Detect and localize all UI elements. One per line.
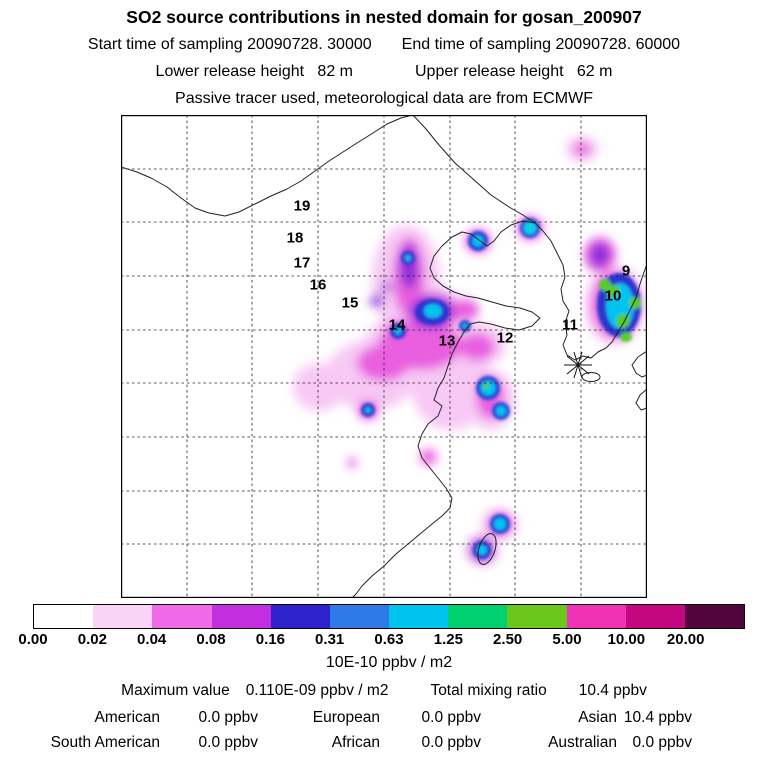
colorbar-segment xyxy=(684,605,745,628)
colorbar-tick-label: 0.02 xyxy=(77,631,107,648)
max-value: 0.110E-09 ppbv / m2 xyxy=(245,682,389,699)
colorbar-tick-label: 0.31 xyxy=(315,631,345,648)
colorbar-segment xyxy=(329,605,390,628)
colorbar-tick-label: 0.63 xyxy=(374,631,404,648)
stats-summary-line: Maximum value 0.110E-09 ppbv / m2 Total … xyxy=(0,681,768,701)
colorbar-segment xyxy=(566,605,626,628)
map-region-label: 18 xyxy=(286,229,304,247)
colorbar-segment xyxy=(448,605,508,628)
colorbar-tick-label: 0.04 xyxy=(137,631,167,648)
colorbar-ticks: 0.00 0.02 0.04 0.08 0.16 0.31 0.63 1.25 2.50 5.00… xyxy=(18,631,745,649)
start-time-text: Start time of sampling 20090728. 30000 xyxy=(87,36,372,53)
map-region-label: 17 xyxy=(293,254,311,272)
coastlines xyxy=(121,115,647,598)
tracer-note-text: Passive tracer used, meteorological data… xyxy=(175,90,593,107)
map-region-label: 11 xyxy=(562,316,578,334)
total-mixing-label: Total mixing ratio xyxy=(430,682,547,699)
concentration-blobs xyxy=(361,218,641,559)
colorbar xyxy=(33,604,745,629)
grid-lines xyxy=(121,115,647,598)
colorbar-segment xyxy=(93,605,153,628)
release-height-line: Lower release height 82 m Upper release … xyxy=(0,62,768,82)
region-name: Asian xyxy=(578,709,617,726)
map-region-label: 16 xyxy=(309,276,327,294)
map-region-label: 12 xyxy=(496,329,514,347)
colorbar-tick-label: 1.25 xyxy=(433,631,463,648)
colorbar-segment xyxy=(34,605,94,628)
end-time-text: End time of sampling 20090728. 60000 xyxy=(401,36,681,53)
map-region-label: 13 xyxy=(438,332,456,350)
tracer-note-line: Passive tracer used, meteorological data… xyxy=(0,89,768,109)
colorbar-area: 0.00 0.02 0.04 0.08 0.16 0.31 0.63 1.25 2.50 5.00… xyxy=(18,604,745,672)
region-value: 0.0 ppbv xyxy=(632,734,692,751)
max-value-label: Maximum value xyxy=(121,682,230,699)
colorbar-tick-label: 0.16 xyxy=(255,631,285,648)
region-value: 0.0 ppbv xyxy=(421,709,481,726)
colorbar-tick-label: 5.00 xyxy=(552,631,582,648)
colorbar-tick-label: 10.00 xyxy=(607,631,646,648)
colorbar-segment xyxy=(152,605,212,628)
region-name: European xyxy=(312,709,380,726)
upper-release-text: Upper release height 62 m xyxy=(415,63,613,80)
region-value: 0.0 ppbv xyxy=(421,734,481,751)
colorbar-tick-label: 0.08 xyxy=(196,631,226,648)
map: 9 10 11 12 13 14 15 16 17 18 19 xyxy=(121,115,647,598)
colorbar-segment xyxy=(270,605,330,628)
map-region-labels: 9 10 11 12 13 14 15 16 17 18 19 xyxy=(121,115,647,598)
map-region-label: 14 xyxy=(388,316,406,334)
region-value: 0.0 ppbv xyxy=(198,734,258,751)
region-name: South American xyxy=(50,734,160,751)
map-region-label: 9 xyxy=(621,262,631,280)
colorbar-tick-label: 20.00 xyxy=(666,631,705,648)
map-region-label: 10 xyxy=(604,287,622,305)
map-region-label: 19 xyxy=(293,197,311,215)
stats-block: Maximum value 0.110E-09 ppbv / m2 Total … xyxy=(0,681,768,753)
region-value: 0.0 ppbv xyxy=(198,709,258,726)
region-name: African xyxy=(331,734,380,751)
map-region-label: 15 xyxy=(341,294,359,312)
figure-title: SO2 source contributions in nested domai… xyxy=(126,7,642,27)
region-stats-grid: American 0.0 ppbv European 0.0 ppbv Asian 10.… xyxy=(0,708,692,753)
colorbar-segment xyxy=(625,605,685,628)
colorbar-tick-label: 2.50 xyxy=(493,631,523,648)
colorbar-segment xyxy=(507,605,567,628)
colorbar-units: 10E-10 ppbv / m2 xyxy=(325,654,453,671)
map-canvas xyxy=(121,115,647,598)
colorbar-tick-label: 0.00 xyxy=(18,631,48,648)
region-value: 10.4 ppbv xyxy=(623,709,692,726)
total-mixing-value: 10.4 ppbv xyxy=(578,682,647,699)
lower-release-text: Lower release height 82 m xyxy=(155,63,353,80)
map-border xyxy=(121,115,647,598)
sampling-time-line: Start time of sampling 20090728. 30000 E… xyxy=(0,35,768,55)
colorbar-segment xyxy=(211,605,271,628)
colorbar-segment xyxy=(389,605,449,628)
region-name: Australian xyxy=(548,734,617,751)
receptor-asterisk-icon xyxy=(564,351,592,379)
region-name: American xyxy=(94,709,160,726)
